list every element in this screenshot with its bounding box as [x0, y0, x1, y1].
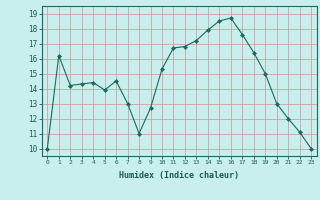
X-axis label: Humidex (Indice chaleur): Humidex (Indice chaleur): [119, 171, 239, 180]
